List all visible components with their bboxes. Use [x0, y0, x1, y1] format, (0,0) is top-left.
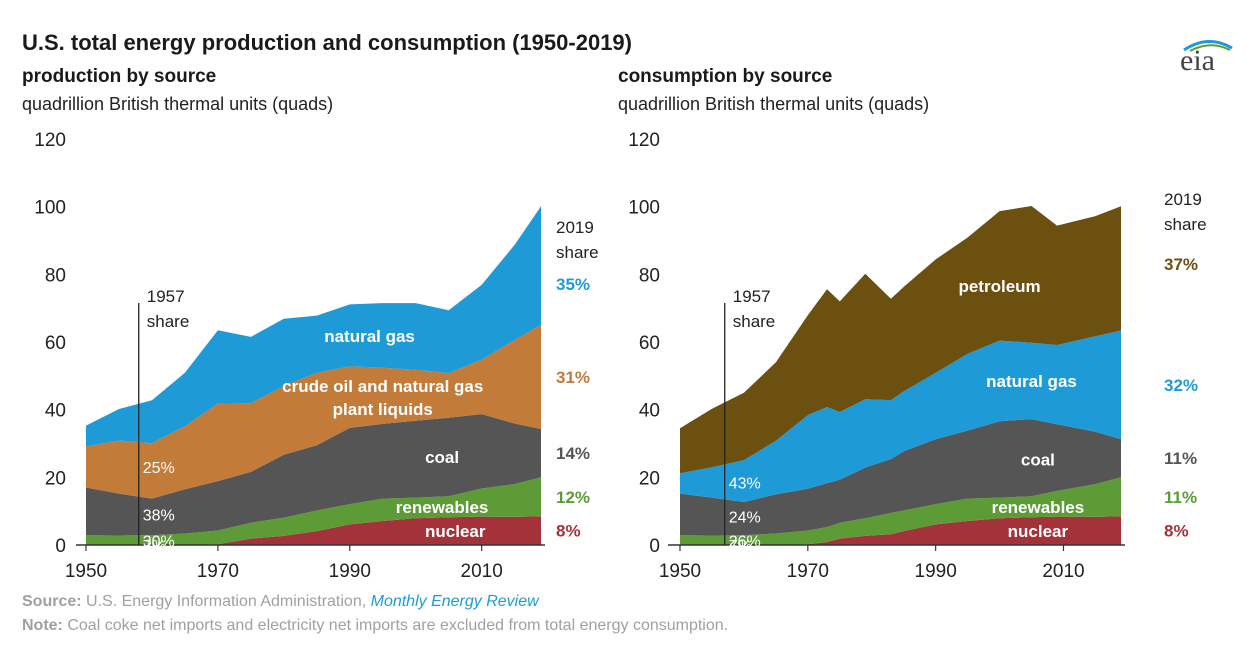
production-2019-share-crude_oil: 31% [556, 368, 590, 387]
consumption-xtick-label: 1990 [915, 561, 957, 582]
consumption-ytick-label: 80 [639, 265, 660, 286]
production-2019-share-renewables: 12% [556, 488, 590, 507]
consumption-2019-share-renewables: 11% [1164, 488, 1197, 507]
production-area-coal [86, 414, 541, 536]
consumption-label-petroleum: petroleum [958, 277, 1040, 296]
consumption-2019-share-natural_gas: 32% [1164, 376, 1198, 395]
note-line: Note: Coal coke net imports and electric… [22, 617, 728, 635]
consumption-1957-share-nuclear: 7% [729, 538, 752, 555]
production-ytick-label: 0 [55, 536, 66, 557]
consumption-2019-share-header: 2019 [1164, 190, 1202, 209]
production-area-crude_oil [86, 324, 541, 499]
note-text: Coal coke net imports and electricity ne… [67, 617, 729, 634]
consumption-label-nuclear: nuclear [1008, 522, 1069, 541]
production-ytick-label: 80 [45, 265, 66, 286]
consumption-label-natural-gas: natural gas [986, 372, 1077, 391]
production-ytick-label: 100 [34, 198, 66, 219]
consumption-label-coal: coal [1021, 451, 1055, 470]
production-2019-share-nuclear: 8% [556, 522, 581, 541]
consumption-ytick-label: 40 [639, 401, 660, 422]
production-1957-share-coal: 38% [143, 508, 175, 525]
production-area-natural_gas [86, 206, 541, 447]
production-area-nuclear [86, 516, 541, 545]
production-label-renewables: renewables [396, 498, 489, 517]
production-area-renewables [86, 477, 541, 545]
production-2019-share-coal: 14% [556, 444, 590, 463]
consumption-area-renewables [680, 477, 1121, 545]
production-label-crude-oil: crude oil and natural gas [282, 377, 483, 396]
source-text: U.S. Energy Information Administration, [86, 593, 367, 610]
consumption-2019-share-petroleum: 37% [1164, 255, 1198, 274]
production-xtick-label: 1990 [329, 561, 371, 582]
production-ytick-label: 20 [45, 468, 66, 489]
consumption-1957-share-coal: 24% [729, 510, 761, 527]
main-title: U.S. total energy production and consump… [22, 30, 632, 55]
consumption-1957-marker-label: share [733, 312, 776, 331]
consumption-xtick-label: 1970 [787, 561, 829, 582]
production-1957-share-nuclear: 7% [143, 538, 166, 555]
source-link[interactable]: Monthly Energy Review [370, 593, 539, 610]
production-label-nuclear: nuclear [425, 522, 486, 541]
production-2019-share-natural_gas: 35% [556, 275, 590, 294]
consumption-area-nuclear [680, 516, 1121, 545]
production-1957-marker-label: 1957 [147, 287, 185, 306]
production-label-crude-oil: plant liquids [333, 400, 433, 419]
consumption-area-natural_gas [680, 330, 1121, 502]
consumption-label-renewables: renewables [992, 498, 1085, 517]
production-1957-share-crude_oil: 25% [143, 460, 175, 477]
consumption-area-petroleum [680, 206, 1121, 474]
production-ytick-label: 60 [45, 333, 66, 354]
consumption-2019-share-header: share [1164, 215, 1207, 234]
production-label-coal: coal [425, 448, 459, 467]
eia-logo: eia [1180, 44, 1215, 77]
note-label: Note: [22, 617, 63, 634]
consumption-ytick-label: 120 [628, 130, 660, 151]
production-label-natural-gas: natural gas [324, 327, 415, 346]
production-ytick-label: 40 [45, 401, 66, 422]
production-2019-share-header: share [556, 243, 599, 262]
consumption-2019-share-coal: 11% [1164, 449, 1197, 468]
consumption-xtick-label: 2010 [1042, 561, 1084, 582]
eia-swoosh-icon [1183, 40, 1233, 52]
production-xtick-label: 1970 [197, 561, 239, 582]
consumption-xtick-label: 1950 [659, 561, 701, 582]
production-panel-title: production by source [22, 66, 217, 87]
consumption-ytick-label: 100 [628, 198, 660, 219]
consumption-panel-subtitle: quadrillion British thermal units (quads… [618, 94, 930, 114]
production-2019-share-header: 2019 [556, 218, 594, 237]
consumption-1957-marker-label: 1957 [733, 287, 771, 306]
production-1957-marker-label: share [147, 312, 190, 331]
consumption-1957-share-natural_gas: 43% [729, 475, 761, 492]
consumption-ytick-label: 20 [639, 468, 660, 489]
production-1957-share-renewables: 30% [143, 533, 175, 550]
consumption-ytick-label: 60 [639, 333, 660, 354]
source-label: Source: [22, 593, 82, 610]
source-line: Source: U.S. Energy Information Administ… [22, 593, 539, 611]
consumption-panel-title: consumption by source [618, 66, 833, 87]
consumption-1957-share-renewables: 26% [729, 533, 761, 550]
consumption-area-coal [680, 419, 1121, 536]
production-xtick-label: 1950 [65, 561, 107, 582]
consumption-ytick-label: 0 [649, 536, 660, 557]
production-panel-subtitle: quadrillion British thermal units (quads… [22, 94, 334, 114]
consumption-2019-share-nuclear: 8% [1164, 522, 1189, 541]
production-ytick-label: 120 [34, 130, 66, 151]
production-xtick-label: 2010 [461, 561, 503, 582]
